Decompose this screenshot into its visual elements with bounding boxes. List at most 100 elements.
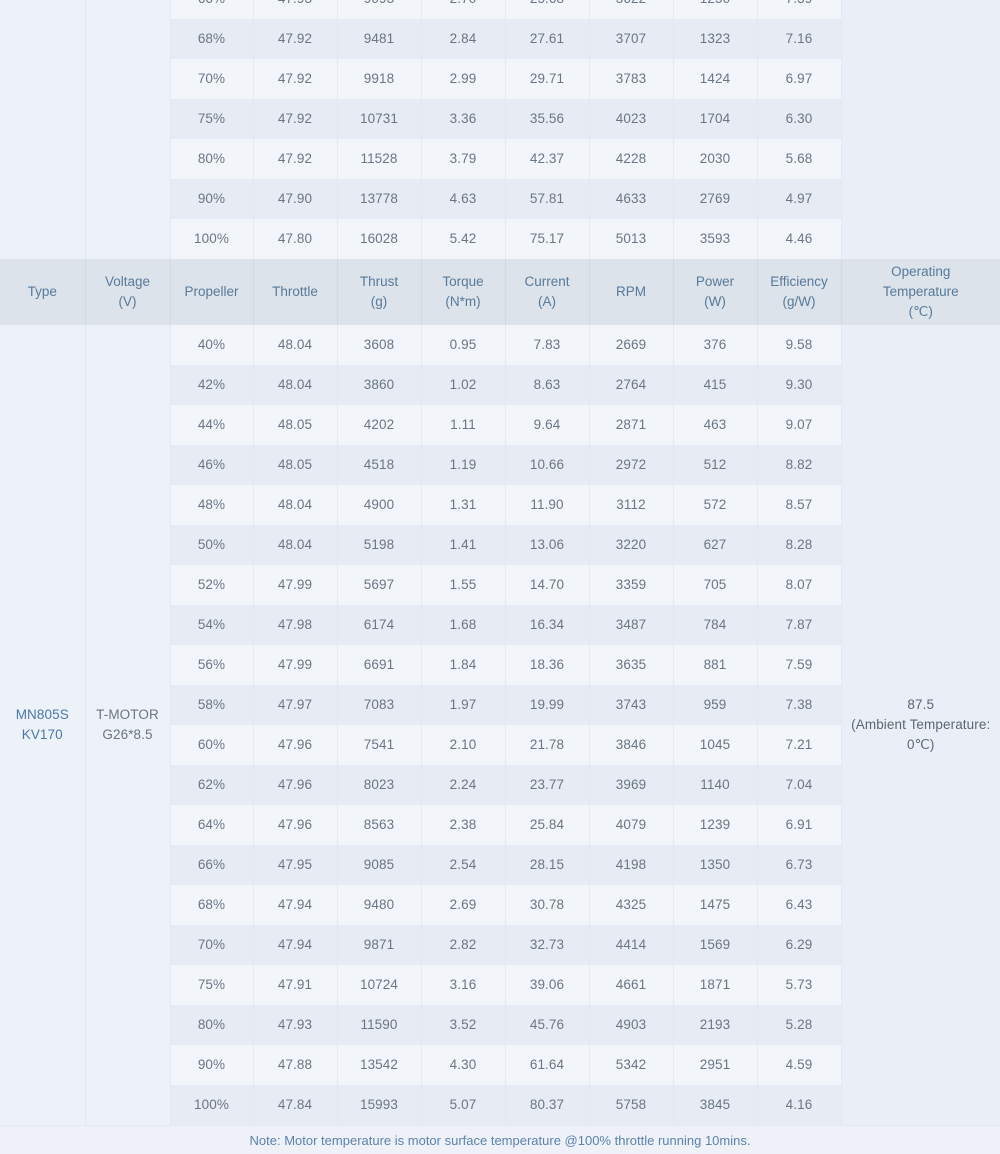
- cell-current: 23.77: [505, 765, 589, 805]
- cell-power: 2030: [673, 139, 757, 179]
- cell-efficiency: 4.59: [757, 1045, 841, 1085]
- cell-current: 18.36: [505, 645, 589, 685]
- cell-efficiency: 9.07: [757, 405, 841, 445]
- cell-power: 1475: [673, 885, 757, 925]
- cell-torque: 2.24: [421, 765, 505, 805]
- header-label-temperature-line2: Temperature: [842, 282, 1000, 302]
- operating-temperature-value: 87.5: [848, 695, 995, 715]
- cell-torque: 4.63: [421, 179, 505, 219]
- cell-throttle: 42%: [170, 365, 253, 405]
- column-header-rpm: RPM: [589, 259, 673, 325]
- cell-rpm: 3359: [589, 565, 673, 605]
- column-header-throttle: Throttle: [253, 259, 337, 325]
- cell-torque: 2.82: [421, 925, 505, 965]
- header-label-current: Current: [524, 274, 569, 289]
- cell-power: 415: [673, 365, 757, 405]
- header-label-type: Type: [28, 284, 57, 299]
- cell-rpm: 5758: [589, 1085, 673, 1126]
- cell-temperature-continuation: [841, 179, 1000, 219]
- header-label-rpm: RPM: [616, 284, 646, 299]
- header-unit-voltage: (V): [86, 292, 170, 312]
- cell-thrust: 13778: [337, 179, 421, 219]
- cell-throttle: 44%: [170, 405, 253, 445]
- cell-efficiency: 8.07: [757, 565, 841, 605]
- cell-current: 27.61: [505, 19, 589, 59]
- cell-voltage: 47.99: [253, 645, 337, 685]
- cell-throttle: 58%: [170, 685, 253, 725]
- cell-type-continuation: [0, 59, 85, 99]
- cell-efficiency: 7.39: [757, 0, 841, 19]
- cell-rpm: 3969: [589, 765, 673, 805]
- cell-voltage: 47.84: [253, 1085, 337, 1126]
- cell-propeller-continuation: [85, 0, 170, 19]
- cell-thrust: 9481: [337, 19, 421, 59]
- cell-efficiency: 4.97: [757, 179, 841, 219]
- cell-voltage: 47.96: [253, 725, 337, 765]
- cell-current: 45.76: [505, 1005, 589, 1045]
- cell-rpm: 2871: [589, 405, 673, 445]
- cell-voltage: 47.92: [253, 139, 337, 179]
- cell-current: 25.68: [505, 0, 589, 19]
- cell-rpm: 3635: [589, 645, 673, 685]
- cell-thrust: 10731: [337, 99, 421, 139]
- header-unit-power: (W): [674, 292, 757, 312]
- cell-torque: 3.16: [421, 965, 505, 1005]
- cell-power: 376: [673, 325, 757, 365]
- cell-thrust: 6691: [337, 645, 421, 685]
- cell-voltage: 47.99: [253, 565, 337, 605]
- cell-temperature-continuation: [841, 219, 1000, 259]
- cell-power: 1323: [673, 19, 757, 59]
- cell-efficiency: 6.91: [757, 805, 841, 845]
- cell-thrust: 9480: [337, 885, 421, 925]
- cell-power: 1424: [673, 59, 757, 99]
- cell-current: 75.17: [505, 219, 589, 259]
- cell-efficiency: 8.82: [757, 445, 841, 485]
- cell-voltage: 47.80: [253, 219, 337, 259]
- cell-voltage: 48.04: [253, 325, 337, 365]
- cell-voltage: 47.92: [253, 19, 337, 59]
- cell-torque: 5.07: [421, 1085, 505, 1126]
- cell-rpm: 5342: [589, 1045, 673, 1085]
- top-table-clipped-region: 66%47.9390932.7025.68362212507.3968%47.9…: [0, 0, 1000, 259]
- cell-torque: 2.70: [421, 0, 505, 19]
- cell-throttle: 68%: [170, 885, 253, 925]
- cell-power: 959: [673, 685, 757, 725]
- cell-efficiency: 4.16: [757, 1085, 841, 1126]
- cell-torque: 2.38: [421, 805, 505, 845]
- cell-thrust: 6174: [337, 605, 421, 645]
- cell-temperature-continuation: [841, 19, 1000, 59]
- cell-voltage: 47.92: [253, 59, 337, 99]
- cell-torque: 4.30: [421, 1045, 505, 1085]
- cell-torque: 1.97: [421, 685, 505, 725]
- cell-thrust: 7083: [337, 685, 421, 725]
- cell-thrust: 3860: [337, 365, 421, 405]
- cell-efficiency: 5.68: [757, 139, 841, 179]
- propeller-line2: G26*8.5: [86, 725, 170, 745]
- cell-power: 627: [673, 525, 757, 565]
- header-unit-temperature: (℃): [842, 302, 1000, 322]
- cell-thrust: 4202: [337, 405, 421, 445]
- header-label-temperature: Operating: [891, 264, 950, 279]
- column-header-propeller: Propeller: [170, 259, 253, 325]
- cell-voltage: 47.94: [253, 925, 337, 965]
- cell-current: 57.81: [505, 179, 589, 219]
- cell-throttle: 75%: [170, 965, 253, 1005]
- cell-operating-temperature: 87.5(Ambient Temperature:0℃): [841, 325, 1000, 1126]
- cell-efficiency: 6.30: [757, 99, 841, 139]
- cell-power: 1045: [673, 725, 757, 765]
- cell-rpm: 3707: [589, 19, 673, 59]
- top-performance-table: 66%47.9390932.7025.68362212507.3968%47.9…: [0, 0, 1000, 259]
- cell-voltage: 47.97: [253, 685, 337, 725]
- header-label-efficiency: Efficiency: [770, 274, 828, 289]
- header-label-propeller: Propeller: [184, 284, 238, 299]
- table-header: Type Voltage (V) Propeller Throttle Thru…: [0, 259, 1000, 325]
- cell-throttle: 64%: [170, 805, 253, 845]
- cell-torque: 1.55: [421, 565, 505, 605]
- cell-power: 463: [673, 405, 757, 445]
- cell-rpm: 3743: [589, 685, 673, 725]
- cell-efficiency: 7.21: [757, 725, 841, 765]
- cell-type-continuation: [0, 179, 85, 219]
